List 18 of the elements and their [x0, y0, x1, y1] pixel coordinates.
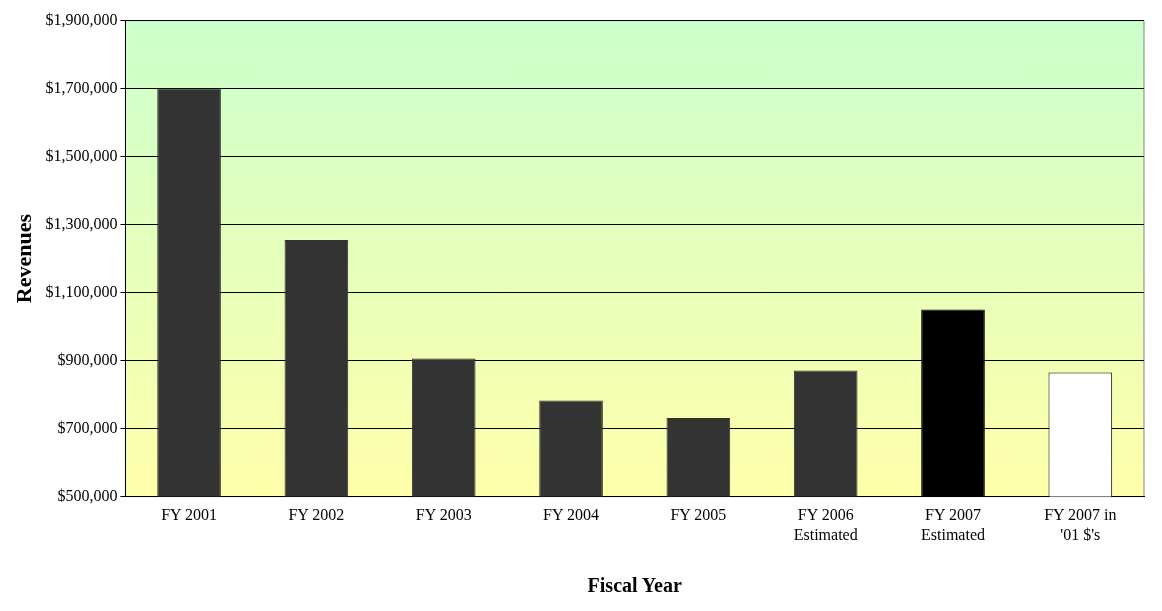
x-tick-label: FY 2004 — [543, 506, 599, 524]
x-tick-label: FY 2007 Estimated — [921, 506, 985, 543]
x-tick-label: FY 2003 — [415, 506, 472, 524]
y-tick-label: $1,500,000 — [45, 146, 118, 164]
x-tick-label: FY 2005 — [670, 506, 727, 524]
x-tick-label: FY 2006 Estimated — [793, 506, 858, 543]
y-tick-label: $900,000 — [57, 350, 118, 368]
y-tick-label: $1,300,000 — [45, 214, 118, 232]
y-axis-title: Revenues — [10, 213, 36, 304]
y-tick-label: $700,000 — [57, 418, 118, 436]
y-tick-label: $1,100,000 — [45, 282, 118, 300]
x-tick-label: FY 2007 in '01 $'s — [1044, 506, 1117, 543]
x-axis-title: Fiscal Year — [587, 574, 682, 597]
y-tick-label: $1,900,000 — [45, 10, 118, 28]
y-tick-label: $500,000 — [57, 486, 118, 504]
x-tick-label: FY 2002 — [288, 506, 345, 524]
x-tick-label: FY 2001 — [161, 506, 217, 524]
y-tick-label: $1,700,000 — [45, 78, 118, 96]
